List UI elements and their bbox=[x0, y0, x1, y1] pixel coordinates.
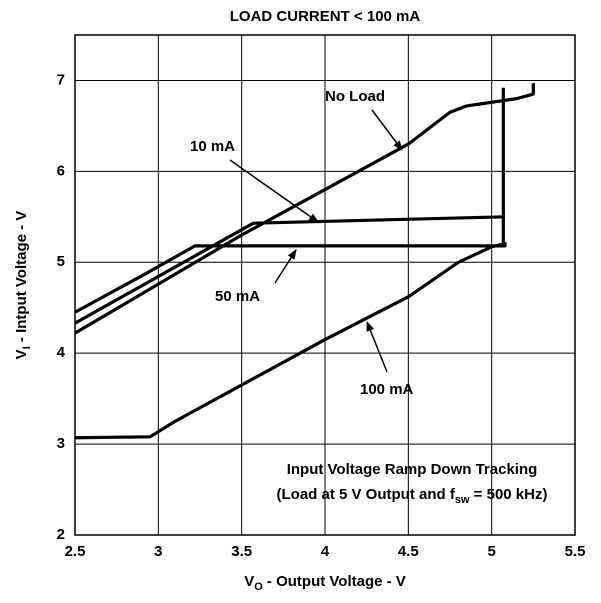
series-label: 100 mA bbox=[360, 381, 414, 398]
label-arrow bbox=[229, 159, 319, 223]
y-tick-label: 3 bbox=[57, 435, 65, 452]
series-line bbox=[74, 215, 506, 325]
series-label: 50 mA bbox=[215, 288, 260, 305]
series-label: 10 mA bbox=[190, 138, 235, 155]
annotation-sub: sw bbox=[455, 494, 470, 506]
x-label-rest: - Output Voltage - V bbox=[263, 573, 406, 590]
x-tick-label: 5.5 bbox=[565, 543, 586, 560]
series-label: No Load bbox=[325, 88, 385, 105]
series-line bbox=[74, 242, 507, 314]
y-tick-label: 6 bbox=[57, 162, 65, 179]
x-tick-label: 2.5 bbox=[65, 543, 86, 560]
y-tick-label: 7 bbox=[57, 71, 65, 88]
y-axis-label: VI - Intput Voltage - V bbox=[13, 211, 33, 360]
annotation: (Load at 5 V Output and fsw = 500 kHz) bbox=[277, 486, 548, 506]
label-arrow bbox=[366, 321, 388, 373]
y-label-main: V bbox=[13, 349, 30, 359]
x-tick-label: 4.5 bbox=[398, 543, 419, 560]
series-line bbox=[74, 83, 535, 335]
y-tick-label: 2 bbox=[57, 526, 65, 543]
y-label-rest: - Intput Voltage - V bbox=[13, 211, 30, 347]
x-label-main: V bbox=[244, 573, 254, 590]
annotation-part: = 500 kHz) bbox=[470, 486, 548, 503]
label-arrow bbox=[371, 109, 403, 151]
y-tick-label: 4 bbox=[57, 344, 66, 361]
y-tick-label: 5 bbox=[57, 253, 65, 270]
y-label-sub: I bbox=[21, 346, 33, 349]
x-tick-label: 3 bbox=[154, 543, 162, 560]
x-tick-label: 4 bbox=[321, 543, 330, 560]
series-line bbox=[74, 87, 505, 440]
annotation-part: (Load at 5 V Output and f bbox=[277, 486, 456, 503]
label-arrow bbox=[274, 249, 297, 284]
x-label-sub: O bbox=[254, 581, 263, 593]
x-axis-label: VO - Output Voltage - V bbox=[244, 573, 406, 593]
annotation: Input Voltage Ramp Down Tracking bbox=[287, 461, 538, 478]
x-tick-label: 5 bbox=[487, 543, 495, 560]
chart-title: LOAD CURRENT < 100 mA bbox=[230, 8, 421, 25]
x-tick-label: 3.5 bbox=[231, 543, 252, 560]
